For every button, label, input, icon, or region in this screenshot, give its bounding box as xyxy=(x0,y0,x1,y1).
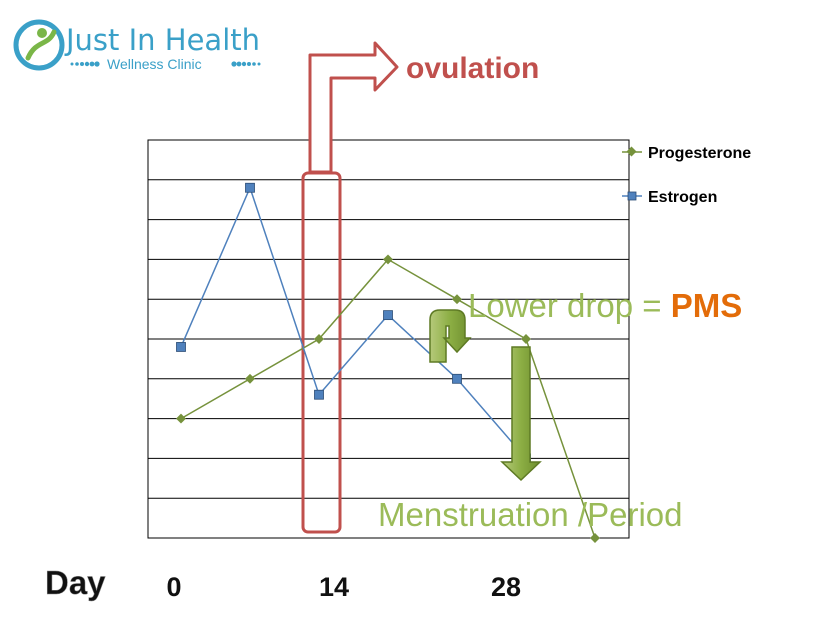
legend-progesterone-label: Progesterone xyxy=(648,145,751,162)
brand-tagline: Wellness Clinic xyxy=(107,56,202,72)
brand-dots-left xyxy=(70,61,100,67)
data-point-estrogen xyxy=(383,310,393,321)
legend-estrogen-marker-icon xyxy=(627,191,637,201)
pms-uturn-arrow xyxy=(429,309,472,363)
ovulation-arrow xyxy=(308,41,399,174)
legend-estrogen-label: Estrogen xyxy=(648,189,717,206)
data-point-progesterone xyxy=(521,334,531,344)
x-axis-title: Day xyxy=(45,564,106,601)
x-tick-label-0: 0 xyxy=(166,572,181,602)
brand-dots-right xyxy=(231,61,261,67)
logo-mark-icon xyxy=(13,19,65,71)
x-tick-label-28: 28 xyxy=(491,572,521,602)
ovulation-label: ovulation xyxy=(406,52,539,85)
pms-annotation-prefix: Lower drop = xyxy=(468,287,671,324)
pms-annotation-keyword: PMS xyxy=(671,287,743,324)
data-point-progesterone xyxy=(314,334,324,344)
data-point-progesterone xyxy=(245,373,255,384)
legend-progesterone-marker-icon xyxy=(626,146,637,157)
data-point-estrogen xyxy=(176,342,186,352)
menstruation-down-arrow xyxy=(500,346,542,482)
brand-name: Just In Health xyxy=(64,23,260,57)
data-point-estrogen xyxy=(245,182,255,193)
data-point-progesterone xyxy=(452,294,462,305)
brand-logo: Just In Health Wellness Clinic xyxy=(13,19,261,72)
data-point-estrogen xyxy=(452,373,462,384)
ovulation-window xyxy=(301,171,342,534)
x-tick-label-14: 14 xyxy=(319,572,349,602)
legend-item-estrogen: Estrogen xyxy=(622,189,717,206)
pms-annotation: Lower drop = PMS xyxy=(468,287,742,324)
legend: Progesterone Estrogen xyxy=(622,145,751,206)
data-point-progesterone xyxy=(176,413,186,424)
data-point-estrogen xyxy=(314,389,324,400)
series-line-estrogen xyxy=(180,185,527,459)
gridlines xyxy=(148,179,629,499)
data-point-progesterone xyxy=(590,533,600,543)
legend-item-progesterone: Progesterone xyxy=(622,145,751,162)
menstruation-annotation: Menstruation /Period xyxy=(378,496,683,533)
